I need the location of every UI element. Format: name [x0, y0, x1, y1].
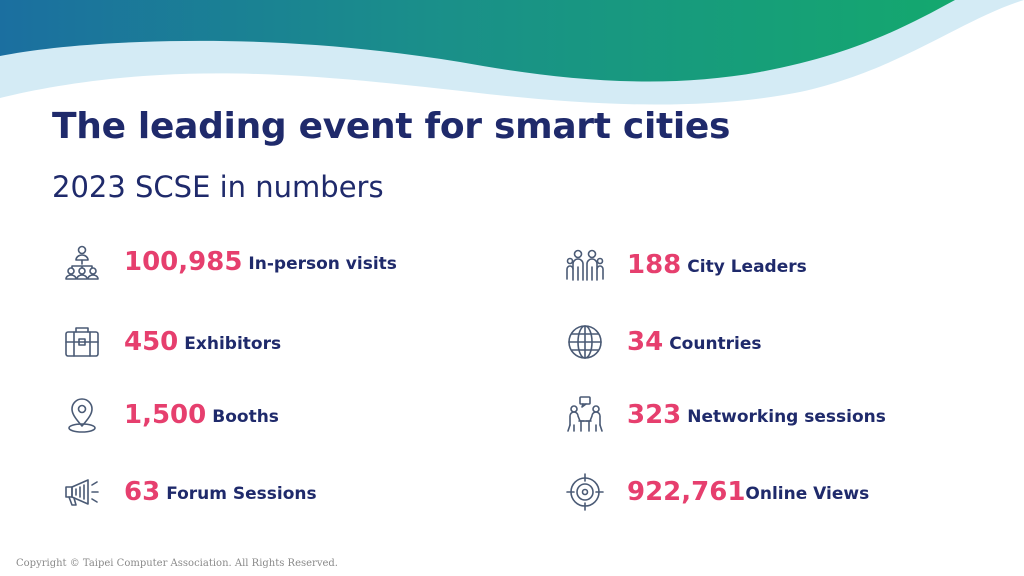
leaders-group-icon [563, 243, 607, 287]
page-title: The leading event for smart cities [52, 106, 731, 147]
stat-label: Networking sessions [687, 407, 886, 427]
stat-in-person-visits: 100,985 In-person visits [60, 242, 397, 282]
stat-networking-sessions: 323 Networking sessions [563, 395, 886, 435]
stat-label: Online Views [745, 484, 870, 504]
stat-label: In-person visits [248, 254, 397, 274]
stat-label: Booths [212, 407, 279, 427]
stat-label: Countries [669, 334, 762, 354]
globe-icon [563, 320, 607, 364]
stat-label: Exhibitors [184, 334, 282, 354]
stat-booths: 1,500 Booths [60, 395, 279, 435]
stat-number: 188 [627, 250, 682, 280]
stat-label: City Leaders [687, 257, 807, 277]
stat-number: 1,500 [124, 400, 207, 430]
stat-number: 34 [627, 327, 664, 357]
conversation-icon [563, 393, 607, 437]
people-network-icon [60, 240, 104, 284]
stat-city-leaders: 188 City Leaders [563, 245, 807, 285]
megaphone-icon [60, 470, 104, 514]
copyright-footer: Copyright © Taipei Computer Association.… [16, 558, 338, 569]
stat-countries: 34 Countries [563, 322, 762, 362]
stat-number: 63 [124, 477, 161, 507]
stat-online-views: 922,761 Online Views [563, 472, 869, 512]
briefcase-icon [60, 320, 104, 364]
stat-number: 323 [627, 400, 682, 430]
stat-label: Forum Sessions [166, 484, 317, 504]
stat-number: 450 [124, 327, 179, 357]
target-icon [563, 470, 607, 514]
stat-number: 922,761 [627, 477, 746, 507]
location-pin-icon [60, 393, 104, 437]
stat-number: 100,985 [124, 247, 243, 277]
page-subtitle: 2023 SCSE in numbers [52, 170, 384, 204]
header-wave-decoration [0, 0, 1024, 105]
stat-forum-sessions: 63 Forum Sessions [60, 472, 317, 512]
stat-exhibitors: 450 Exhibitors [60, 322, 281, 362]
